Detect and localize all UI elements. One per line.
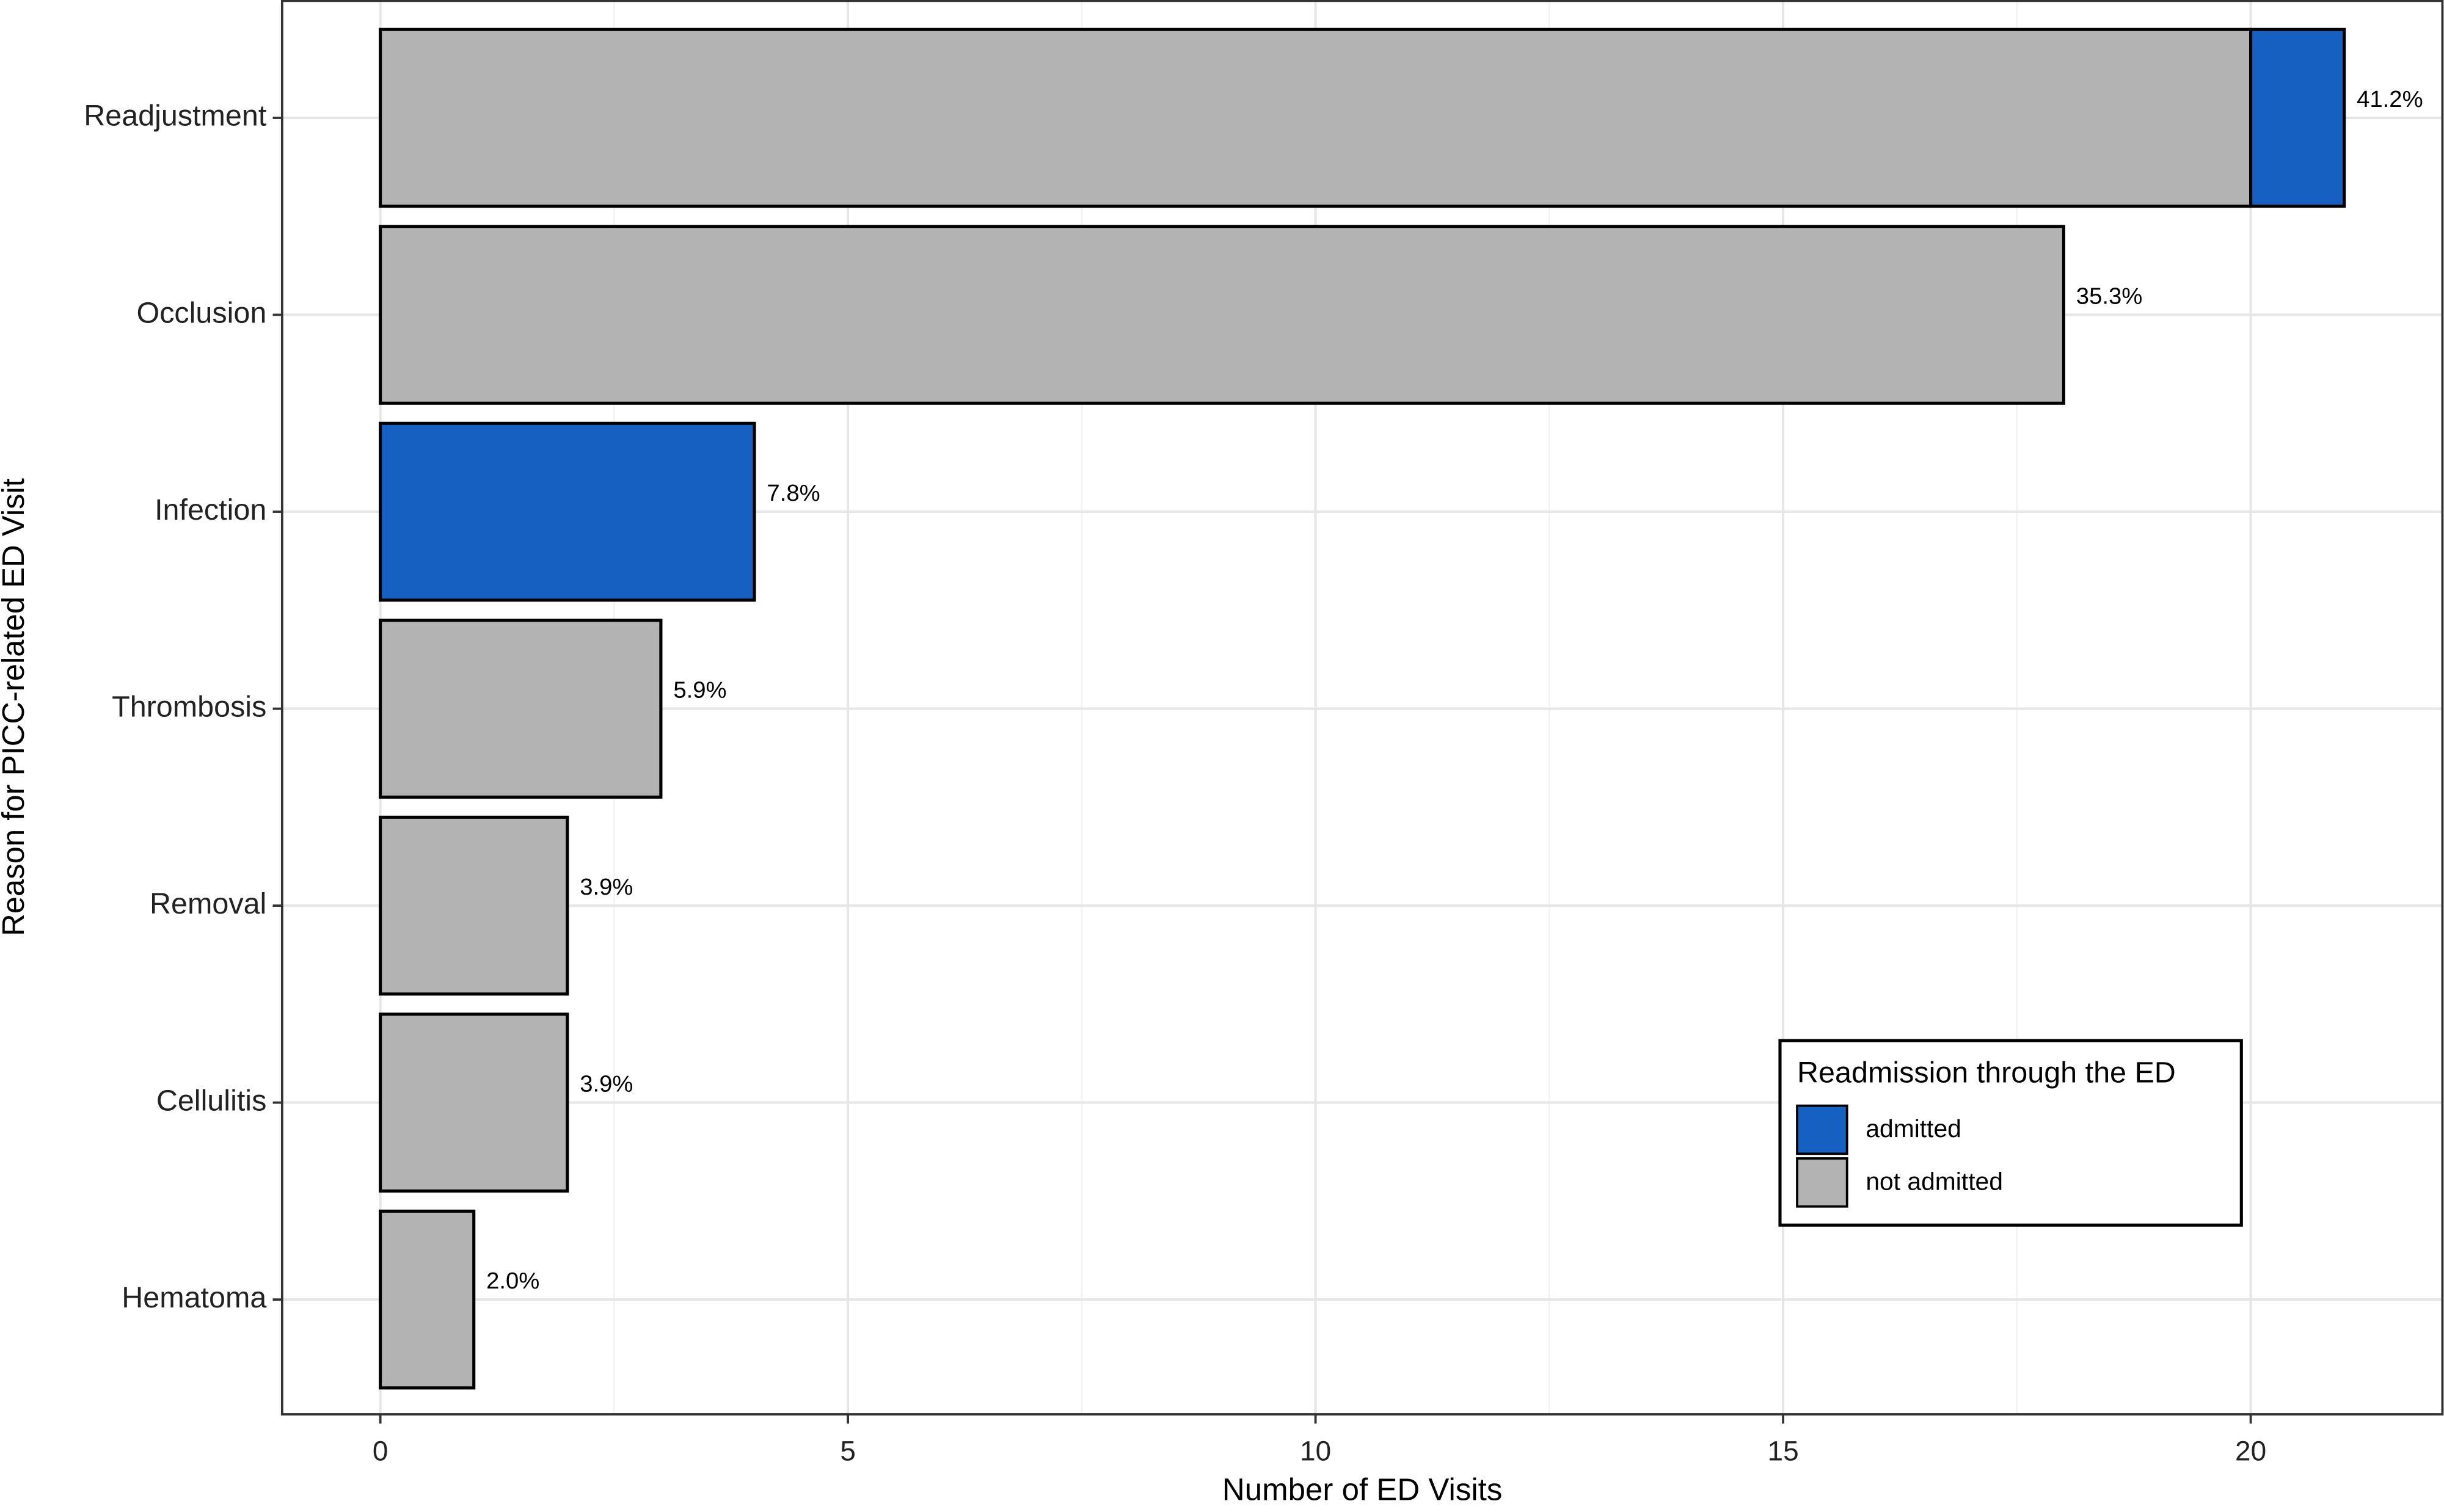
legend-label: not admitted [1866, 1167, 2003, 1195]
y-tick-label: Occlusion [136, 296, 266, 329]
y-tick-label: Readjustment [84, 100, 267, 133]
bar-segment [379, 27, 2253, 208]
bar-label: 41.2% [2357, 86, 2423, 112]
bar-segment [2249, 27, 2346, 208]
bar-segment [379, 1209, 476, 1390]
y-tick-label: Removal [150, 887, 266, 920]
bar-label: 2.0% [486, 1268, 539, 1294]
x-tick-label: 0 [373, 1436, 388, 1467]
y-axis-title: Reason for PICC-related ED Visit [0, 478, 31, 936]
y-tick-label: Infection [155, 493, 266, 526]
bar-label: 5.9% [673, 677, 726, 703]
bar-segment [379, 225, 2065, 405]
x-tick-label: 20 [2235, 1436, 2266, 1467]
y-tick-label: Cellulitis [156, 1084, 266, 1117]
x-tick-label: 10 [1300, 1436, 1331, 1467]
x-tick-label: 15 [1768, 1436, 1799, 1467]
bar-label: 35.3% [2076, 283, 2143, 310]
legend-label: admitted [1866, 1114, 1961, 1143]
x-axis-title: Number of ED Visits [1222, 1472, 1502, 1507]
legend-box [1778, 1039, 2243, 1227]
bar-segment [379, 1012, 569, 1193]
bar-segment [379, 421, 756, 602]
legend-title: Readmission through the ED [1797, 1056, 2176, 1089]
bar-label: 3.9% [580, 874, 633, 900]
panel-border [280, 0, 2444, 1416]
bar-label: 7.8% [767, 480, 820, 506]
legend-key [1796, 1104, 1848, 1155]
bar-segment [379, 815, 569, 996]
bar-segment [379, 619, 663, 799]
legend-key [1796, 1157, 1848, 1208]
bar-label: 3.9% [580, 1071, 633, 1097]
y-tick-label: Hematoma [122, 1281, 266, 1314]
y-tick-label: Thrombosis [112, 690, 266, 723]
x-tick-label: 5 [840, 1436, 856, 1467]
